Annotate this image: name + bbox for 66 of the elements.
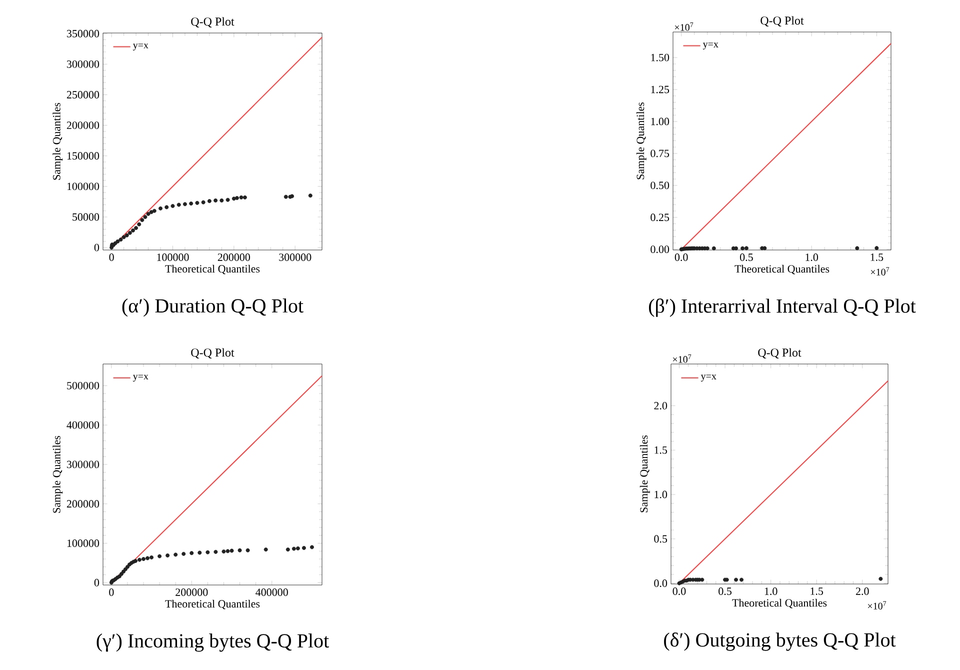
x-tick-label: 300000 bbox=[279, 254, 312, 261]
text: ×10$^{7}$ bbox=[870, 267, 890, 276]
y-tick-label: 1.5 bbox=[654, 446, 668, 454]
x-tick-label: 1.5 bbox=[810, 588, 824, 595]
y-axis-title: Sample Quantiles bbox=[636, 102, 646, 180]
x-axis-title: Theoretical Quantiles bbox=[734, 264, 830, 274]
y-tick-label: 300000 bbox=[67, 60, 100, 68]
y-tick-label: 0 bbox=[94, 578, 100, 586]
text: ×10$^{7}$ bbox=[672, 354, 692, 363]
x-tick-label: 200000 bbox=[218, 254, 250, 261]
y-tick-label: 1.25 bbox=[651, 86, 670, 94]
y-tick-label: 0.0 bbox=[654, 580, 668, 588]
legend-label: y=x bbox=[702, 42, 718, 50]
x-axis-title: Theoretical Quantiles bbox=[732, 598, 827, 608]
text: (γ′) Incoming bytes Q-Q Plot bbox=[96, 634, 329, 652]
y-tick-label: 0 bbox=[94, 244, 100, 252]
x-tick-label: 0.0 bbox=[672, 588, 686, 596]
legend-label: y=x bbox=[132, 44, 148, 50]
chart-title: Q-Q Plot bbox=[191, 348, 234, 358]
y-tick-label: 400000 bbox=[66, 421, 100, 429]
text: (δ′) Outgoing bytes Q-Q Plot bbox=[664, 632, 896, 651]
x-tick-label: 0.5 bbox=[718, 588, 732, 596]
y-tick-label: 500000 bbox=[67, 382, 100, 390]
x-tick-label: 200000 bbox=[176, 588, 208, 596]
y-tick-label: 0.75 bbox=[650, 150, 670, 158]
x-tick-label: 1.0 bbox=[806, 254, 818, 262]
y-axis-title: Sample Quantiles bbox=[52, 436, 63, 513]
x-axis-title: Theoretical Quantiles bbox=[165, 600, 260, 610]
x-tick-label: 0.5 bbox=[740, 254, 753, 262]
x-tick-label: 400000 bbox=[256, 588, 288, 596]
y-tick-label: 100000 bbox=[67, 540, 100, 547]
y-tick-label: 150000 bbox=[67, 152, 100, 160]
legend-label: y=x bbox=[700, 374, 716, 382]
text: (β′) Interarrival Interval Q-Q Plot bbox=[648, 298, 916, 317]
text: ×10$^{7}$ bbox=[674, 22, 694, 31]
y-tick-label: 250000 bbox=[66, 91, 100, 98]
x-tick-label: 0.0 bbox=[674, 254, 688, 262]
x-tick-label: 1.0 bbox=[764, 588, 778, 596]
y-tick-label: 100000 bbox=[67, 182, 100, 190]
x-tick-label: 0 bbox=[109, 254, 114, 261]
y-tick-label: 0.5 bbox=[654, 535, 668, 543]
y-axis-title: Sample Quantiles bbox=[52, 102, 63, 180]
chart-title: Q-Q Plot bbox=[760, 16, 804, 26]
text: ×10$^{7}$ bbox=[868, 601, 886, 610]
y-tick-label: 1.50 bbox=[651, 54, 670, 62]
x-axis-title: Theoretical Quantiles bbox=[165, 264, 260, 274]
text: (α′) Duration Q-Q Plot bbox=[122, 298, 304, 317]
y-tick-label: 0.25 bbox=[650, 214, 670, 222]
y-tick-label: 350000 bbox=[67, 30, 100, 38]
y-tick-label: 2.0 bbox=[654, 402, 668, 410]
y-tick-label: 300000 bbox=[67, 460, 100, 468]
y-tick-label: 200000 bbox=[66, 500, 100, 508]
y-tick-label: 0.50 bbox=[650, 182, 670, 190]
y-tick-label: 50000 bbox=[72, 213, 100, 221]
y-tick-label: 1.00 bbox=[651, 118, 670, 126]
y-tick-label: 1.0 bbox=[654, 490, 668, 498]
chart-title: Q-Q Plot bbox=[758, 348, 802, 358]
chart-title: Q-Q Plot bbox=[191, 17, 234, 28]
y-axis-title: Sample Quantiles bbox=[640, 435, 650, 512]
y-tick-label: 0.00 bbox=[650, 246, 670, 254]
x-tick-label: 0 bbox=[109, 588, 114, 596]
legend-label: y=x bbox=[132, 374, 148, 382]
x-tick-label: 1.5 bbox=[870, 254, 884, 261]
x-tick-label: 2.0 bbox=[856, 588, 869, 596]
y-tick-label: 200000 bbox=[66, 122, 100, 130]
x-tick-label: 100000 bbox=[157, 254, 189, 261]
